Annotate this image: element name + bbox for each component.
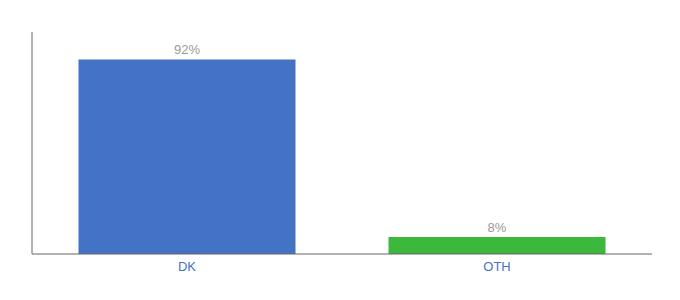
svg-text:OTH: OTH — [483, 259, 510, 274]
svg-text:92%: 92% — [174, 42, 200, 57]
svg-text:DK: DK — [178, 259, 196, 274]
svg-text:8%: 8% — [488, 220, 507, 235]
